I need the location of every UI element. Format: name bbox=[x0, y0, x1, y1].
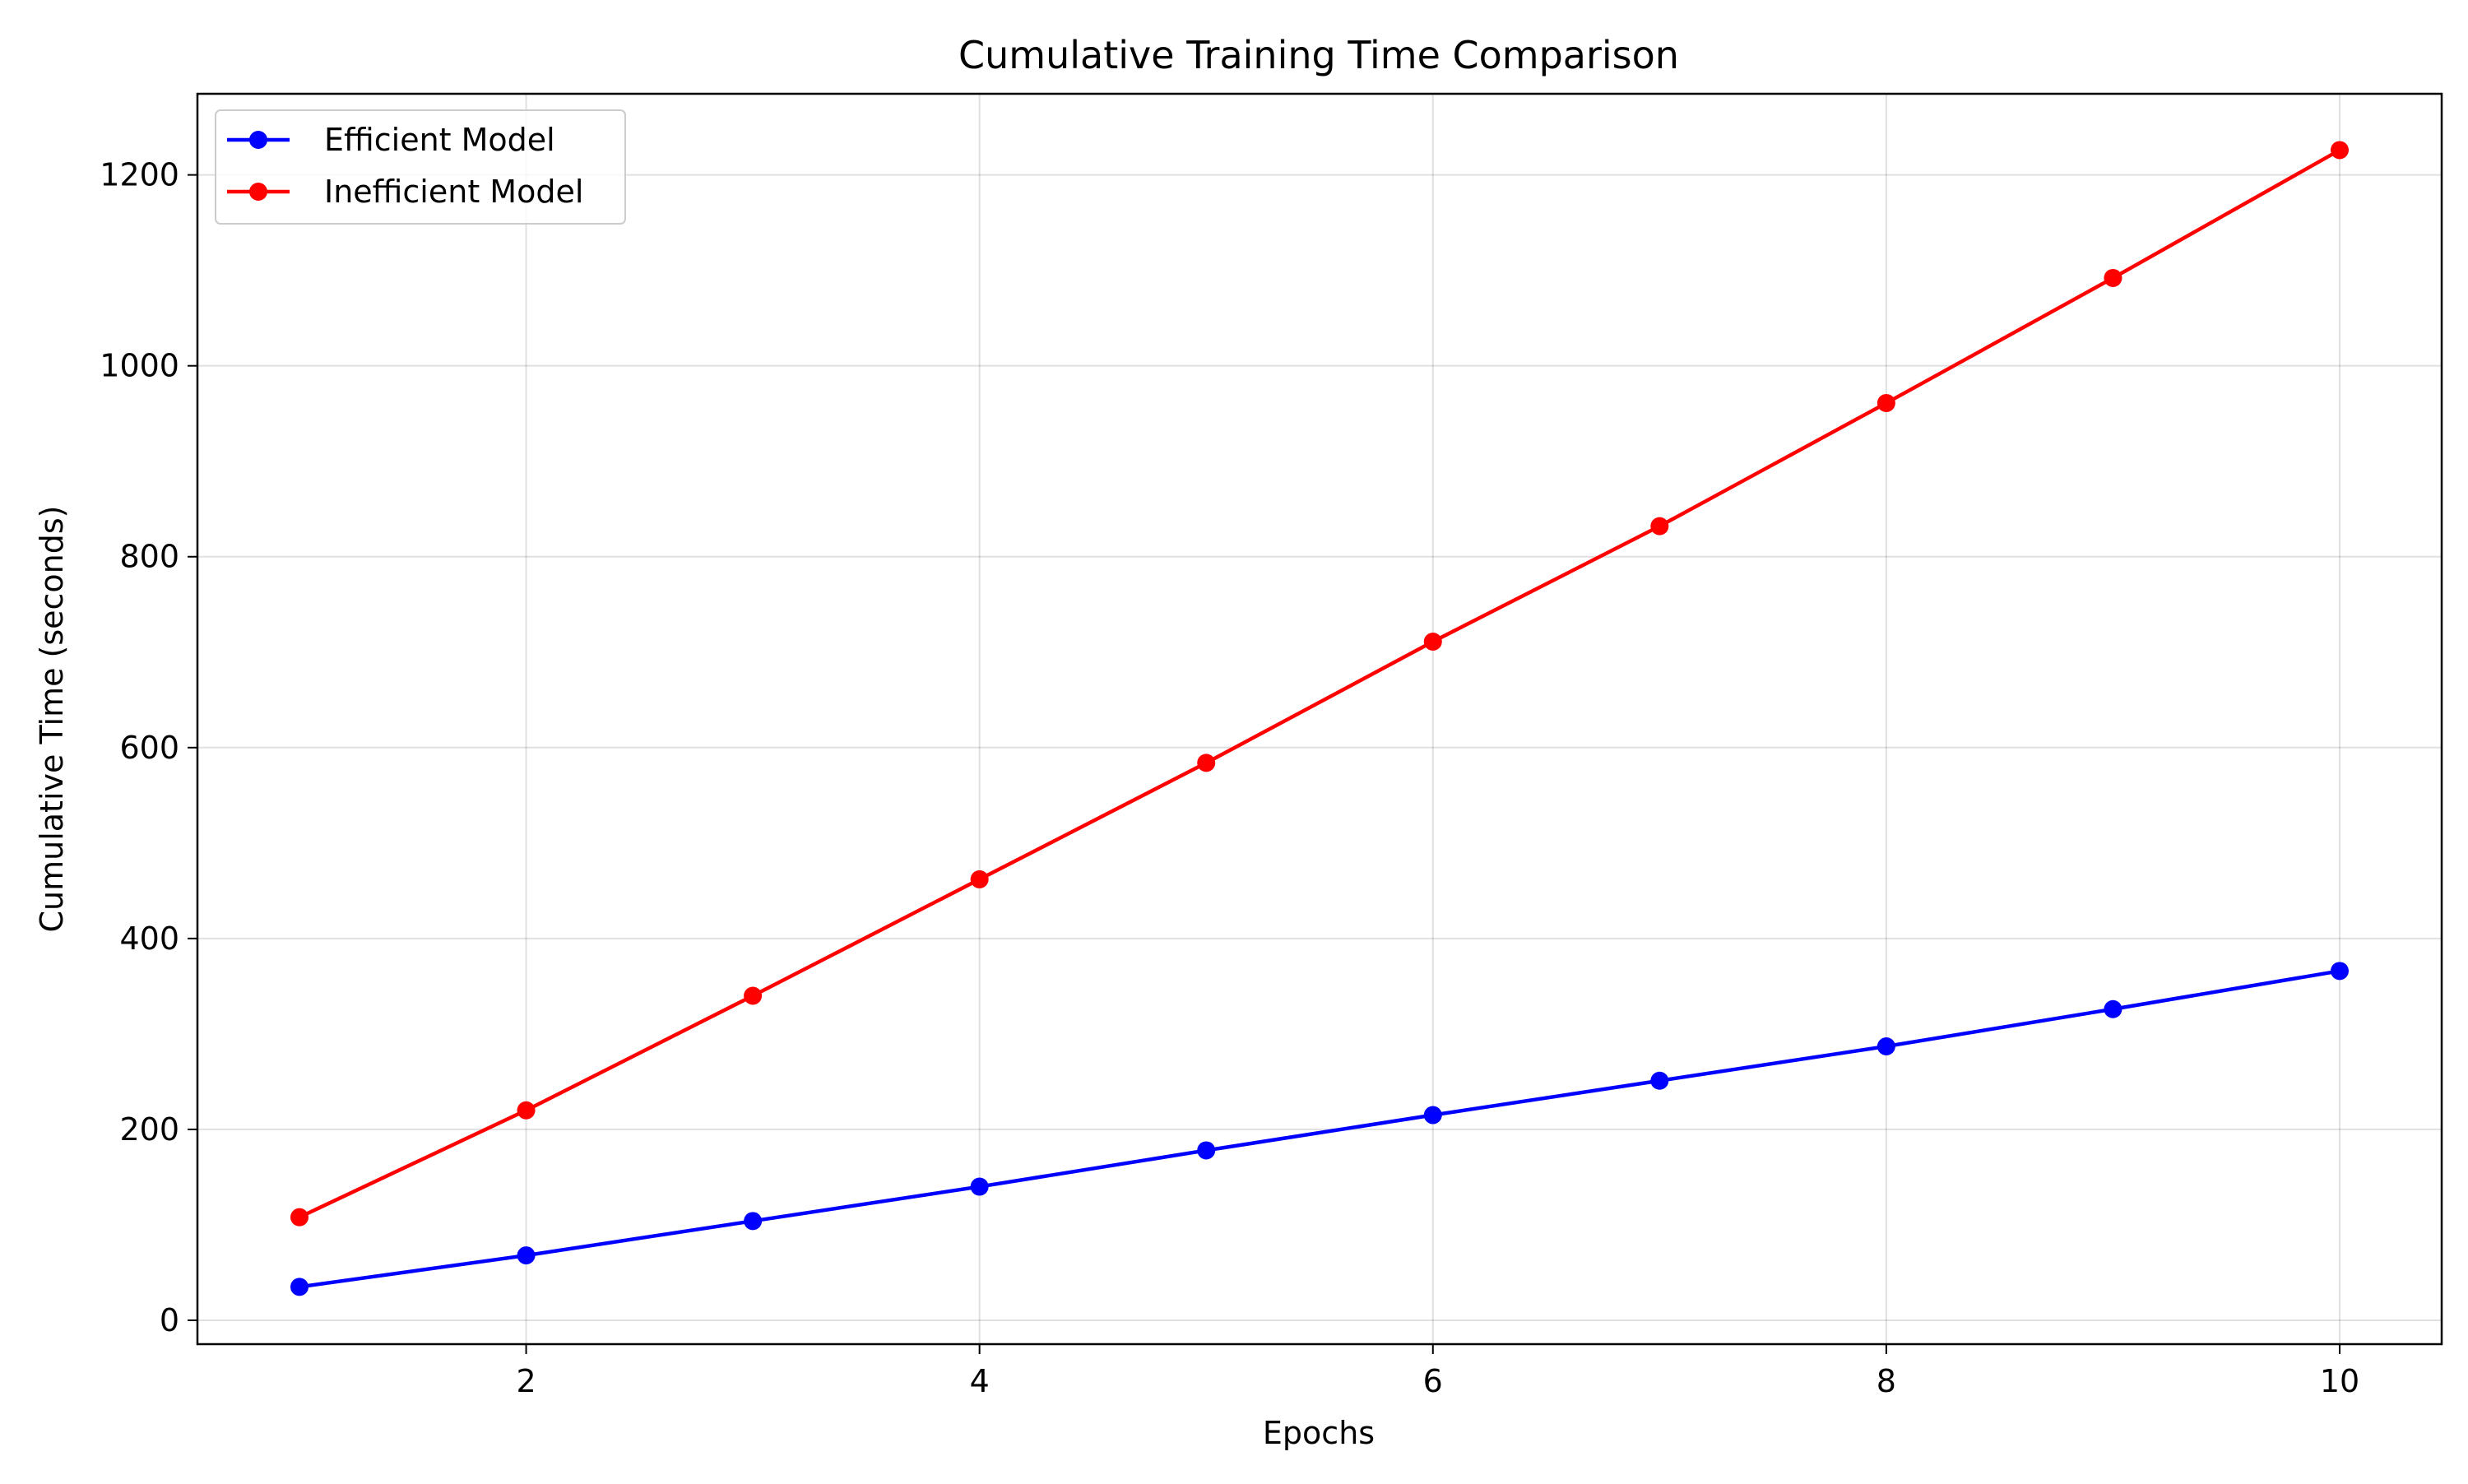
y-tick-label: 0 bbox=[160, 1302, 179, 1338]
legend: Efficient Model Inefficient Model bbox=[215, 109, 626, 225]
x-axis-label: Epochs bbox=[1263, 1415, 1375, 1451]
x-tick-label: 2 bbox=[516, 1363, 536, 1399]
data-point-inefficient-model bbox=[744, 986, 763, 1005]
axis-ticks: 2 4 6 8 10 0 200 400 600 800 1000 1200 bbox=[100, 157, 2359, 1399]
data-point-inefficient-model bbox=[1877, 393, 1895, 412]
data-point-inefficient-model bbox=[1650, 517, 1669, 536]
series-efficient-model bbox=[290, 962, 2349, 1296]
data-point-inefficient-model bbox=[2331, 141, 2349, 160]
data-point-efficient-model bbox=[1197, 1141, 1216, 1160]
data-point-efficient-model bbox=[1650, 1071, 1669, 1090]
data-point-efficient-model bbox=[2331, 962, 2349, 981]
x-tick-label: 4 bbox=[970, 1363, 990, 1399]
data-point-efficient-model bbox=[2104, 999, 2122, 1018]
data-point-efficient-model bbox=[290, 1278, 308, 1296]
data-point-efficient-model bbox=[970, 1177, 989, 1196]
y-tick-label: 200 bbox=[119, 1111, 179, 1148]
data-point-inefficient-model bbox=[290, 1208, 308, 1227]
legend-label-efficient: Efficient Model bbox=[324, 122, 555, 158]
legend-box bbox=[215, 109, 626, 225]
data-point-inefficient-model bbox=[970, 870, 989, 888]
y-tick-label: 1000 bbox=[100, 348, 179, 384]
y-axis-label: Cumulative Time (seconds) bbox=[34, 505, 70, 932]
plot-area-frame bbox=[196, 92, 2443, 1346]
data-point-inefficient-model bbox=[1423, 633, 1442, 652]
data-point-efficient-model bbox=[744, 1212, 763, 1231]
data-point-inefficient-model bbox=[517, 1101, 536, 1120]
x-tick-label: 8 bbox=[1877, 1363, 1896, 1399]
legend-item-inefficient: Inefficient Model bbox=[227, 174, 583, 210]
x-tick-label: 10 bbox=[2320, 1363, 2359, 1399]
legend-marker-efficient bbox=[249, 131, 267, 149]
y-tick-label: 800 bbox=[119, 539, 179, 575]
y-tick-label: 1200 bbox=[100, 157, 179, 193]
series-line-efficient-model bbox=[299, 969, 2340, 1289]
grid bbox=[197, 94, 2442, 1344]
chart-title: Cumulative Training Time Comparison bbox=[958, 33, 1679, 77]
y-tick-label: 400 bbox=[119, 921, 179, 957]
legend-item-efficient: Efficient Model bbox=[227, 122, 555, 158]
series-inefficient-model bbox=[290, 141, 2349, 1227]
legend-marker-inefficient bbox=[249, 183, 267, 201]
data-point-inefficient-model bbox=[1197, 754, 1216, 772]
series-line-inefficient-model bbox=[299, 148, 2341, 1219]
data-point-efficient-model bbox=[1877, 1036, 1895, 1055]
data-point-efficient-model bbox=[517, 1246, 536, 1265]
x-tick-label: 6 bbox=[1423, 1363, 1443, 1399]
y-tick-label: 600 bbox=[119, 730, 179, 766]
legend-label-inefficient: Inefficient Model bbox=[324, 174, 583, 210]
series-layer bbox=[290, 141, 2349, 1296]
data-point-inefficient-model bbox=[2104, 268, 2122, 287]
data-point-efficient-model bbox=[1423, 1106, 1442, 1125]
